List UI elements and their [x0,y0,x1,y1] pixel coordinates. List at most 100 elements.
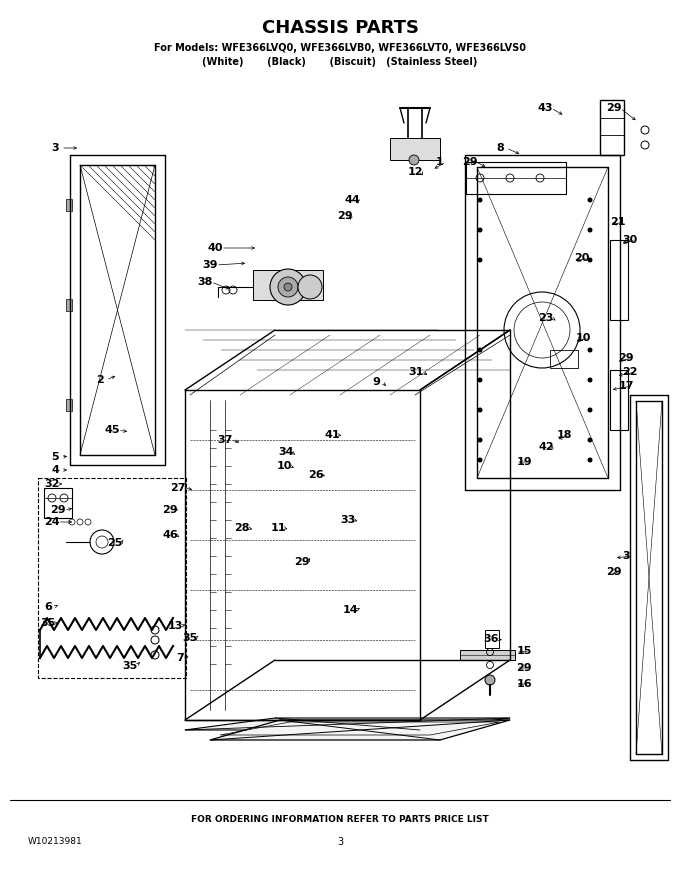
Text: 35: 35 [40,618,56,628]
Text: 46: 46 [162,530,178,540]
Circle shape [588,378,592,383]
Text: 24: 24 [44,517,60,527]
Text: 10: 10 [276,461,292,471]
Text: 1: 1 [436,157,444,167]
Text: 30: 30 [622,235,638,245]
Text: 29: 29 [618,353,634,363]
Text: 2: 2 [96,375,104,385]
Circle shape [477,197,483,202]
Bar [38,478,186,678]
Polygon shape [210,720,510,740]
Text: FOR ORDERING INFORMATION REFER TO PARTS PRICE LIST: FOR ORDERING INFORMATION REFER TO PARTS … [191,816,489,825]
Text: 16: 16 [516,679,532,689]
Text: 26: 26 [308,470,324,480]
Text: 29: 29 [606,103,622,113]
Text: 29: 29 [163,505,177,515]
Text: 17: 17 [618,381,634,391]
Text: 3: 3 [337,837,343,847]
Text: 29: 29 [337,211,353,221]
Circle shape [588,197,592,202]
Text: 8: 8 [496,143,504,153]
Text: 12: 12 [407,167,423,177]
Text: 3: 3 [51,143,58,153]
Bar [253,270,323,300]
Circle shape [477,348,483,353]
Circle shape [477,378,483,383]
Text: 35: 35 [182,633,198,643]
Circle shape [588,407,592,413]
Bar [485,630,499,648]
Circle shape [477,258,483,262]
Bar [390,138,440,160]
Text: 44: 44 [344,195,360,205]
Circle shape [278,277,298,297]
Circle shape [477,407,483,413]
Circle shape [588,258,592,262]
Text: 29: 29 [50,505,66,515]
Text: 21: 21 [610,217,626,227]
Text: 41: 41 [324,430,340,440]
Text: 38: 38 [197,277,213,287]
Text: 15: 15 [516,646,532,656]
Text: 37: 37 [218,435,233,445]
Text: 29: 29 [516,663,532,673]
Text: 33: 33 [341,515,356,525]
Bar [66,399,72,411]
Circle shape [298,275,322,299]
Text: 29: 29 [606,567,622,577]
Text: 18: 18 [556,430,572,440]
Text: 7: 7 [176,653,184,663]
Text: 31: 31 [408,367,424,377]
Circle shape [477,458,483,463]
Text: For Models: WFE366LVQ0, WFE366LVB0, WFE366LVT0, WFE366LVS0: For Models: WFE366LVQ0, WFE366LVB0, WFE3… [154,43,526,53]
Text: 34: 34 [278,447,294,457]
Text: 9: 9 [372,377,380,387]
Text: 22: 22 [622,367,638,377]
Polygon shape [185,718,510,730]
Circle shape [477,437,483,443]
Text: 39: 39 [202,260,218,270]
Text: 20: 20 [575,253,590,263]
Circle shape [477,228,483,232]
Circle shape [270,269,306,305]
Text: 5: 5 [51,452,58,462]
Text: 29: 29 [294,557,310,567]
Text: CHASSIS PARTS: CHASSIS PARTS [262,19,418,37]
Circle shape [284,283,292,291]
Bar [550,350,578,368]
Bar [44,488,72,518]
Circle shape [588,348,592,353]
Circle shape [409,155,419,165]
Text: 35: 35 [122,661,137,671]
Text: 42: 42 [538,442,554,452]
Text: 6: 6 [44,602,52,612]
Text: 23: 23 [539,313,554,323]
Text: 43: 43 [537,103,553,113]
Text: 19: 19 [516,457,532,467]
Circle shape [588,458,592,463]
Text: 40: 40 [207,243,223,253]
Text: 45: 45 [104,425,120,435]
Text: 36: 36 [483,634,498,644]
Text: 4: 4 [51,465,59,475]
Text: 14: 14 [342,605,358,615]
Text: 32: 32 [44,479,60,489]
Bar [66,199,72,211]
Text: 27: 27 [170,483,186,493]
Bar [460,650,515,660]
Bar [600,100,624,155]
Text: W10213981: W10213981 [28,838,83,847]
Circle shape [588,228,592,232]
Text: 28: 28 [234,523,250,533]
Bar [466,162,566,194]
Bar [610,240,628,320]
Circle shape [485,675,495,685]
Circle shape [588,437,592,443]
Text: 10: 10 [575,333,591,343]
Text: 3: 3 [622,551,630,561]
Text: (White)       (Black)       (Biscuit)   (Stainless Steel): (White) (Black) (Biscuit) (Stainless Ste… [203,57,477,67]
Text: 25: 25 [107,538,122,548]
Bar [610,370,628,430]
Bar [66,299,72,311]
Text: 11: 11 [270,523,286,533]
